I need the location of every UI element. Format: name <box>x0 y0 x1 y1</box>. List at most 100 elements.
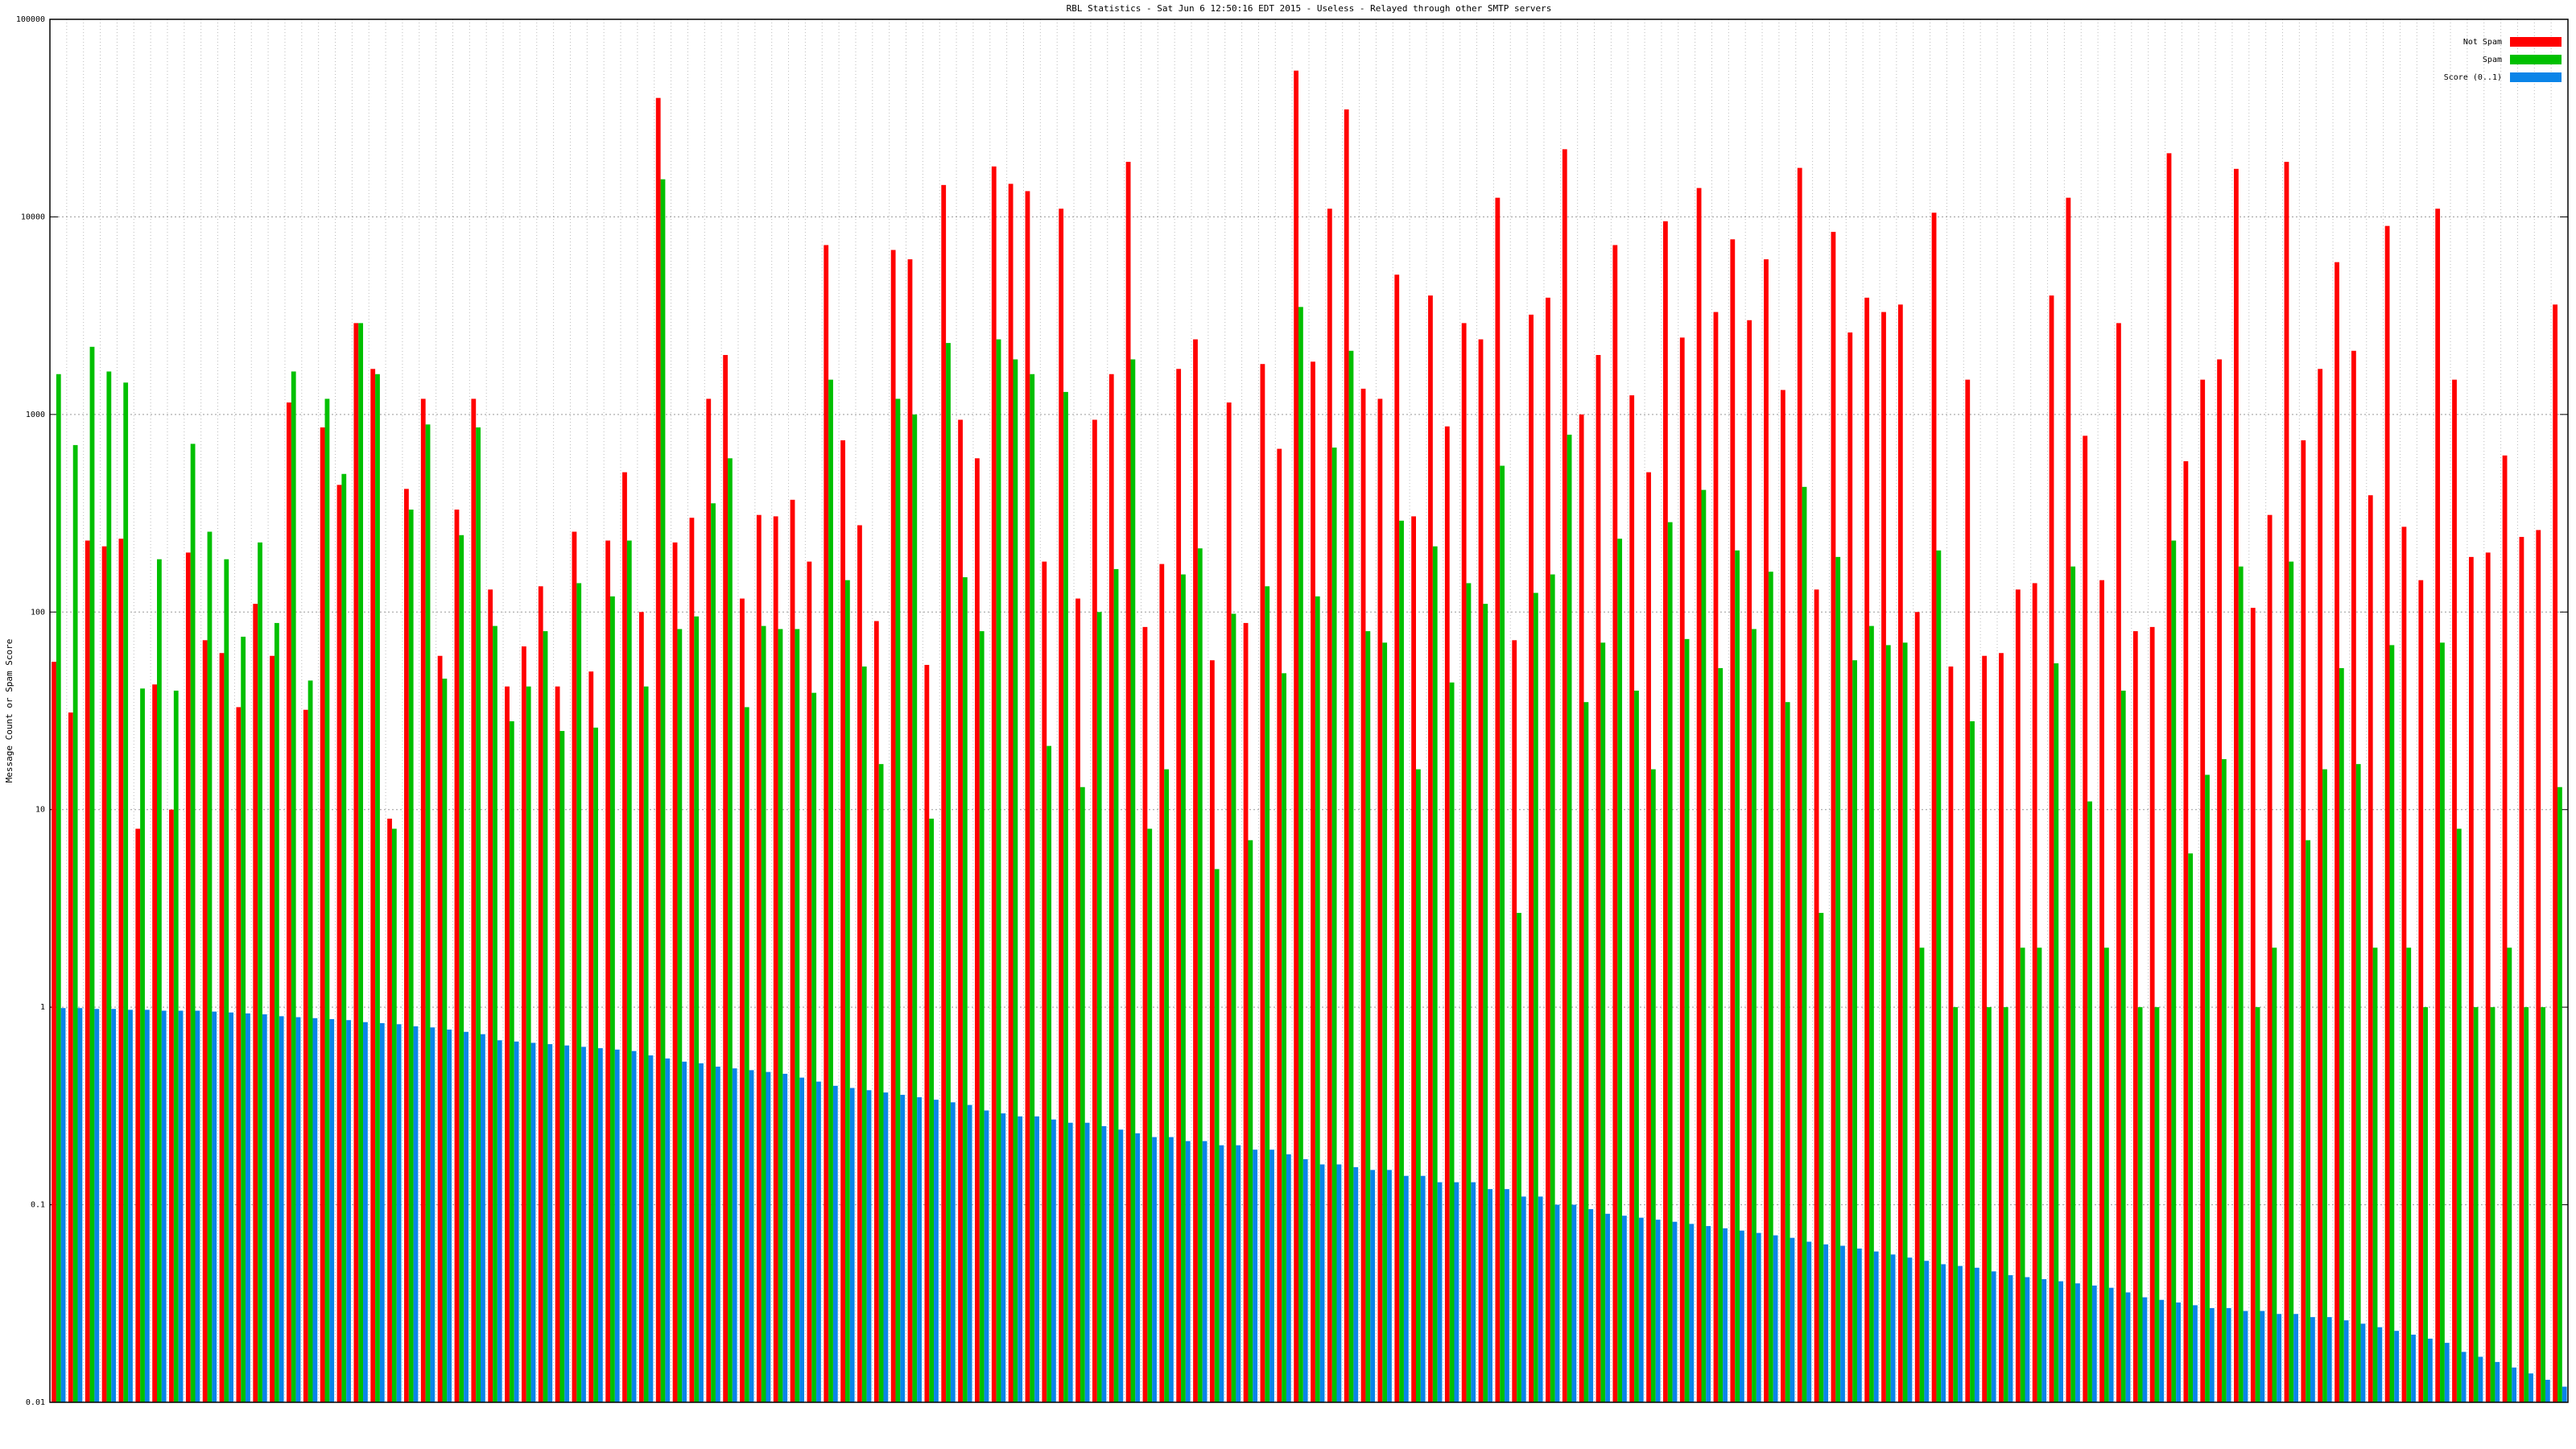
bar <box>1735 550 1740 1402</box>
bar <box>1856 1249 1862 1402</box>
bar <box>60 1008 66 1402</box>
bar <box>2217 359 2222 1402</box>
bar <box>2351 350 2356 1402</box>
bar <box>1605 1213 1610 1402</box>
bar <box>1881 312 1886 1402</box>
bar <box>1650 769 1656 1402</box>
bar <box>711 503 716 1403</box>
bar <box>996 339 1001 1402</box>
bar <box>1638 1217 1644 1402</box>
bar <box>173 690 179 1402</box>
bar <box>1617 539 1623 1402</box>
bar <box>1331 447 1337 1402</box>
bar <box>454 510 460 1402</box>
bar <box>1365 631 1371 1402</box>
bar <box>1991 1271 1996 1402</box>
bar <box>614 1049 620 1402</box>
bar <box>2154 1007 2160 1402</box>
bar <box>1596 354 1601 1402</box>
bar <box>564 1045 570 1402</box>
bar <box>1814 589 1819 1402</box>
bar <box>2075 1283 2080 1402</box>
bar <box>844 580 850 1402</box>
bar <box>929 818 935 1402</box>
bar <box>581 1046 586 1402</box>
bar <box>795 629 800 1402</box>
y-tick-label: 100 <box>31 608 45 617</box>
bar <box>212 1011 217 1402</box>
bar <box>190 444 196 1403</box>
bar <box>2411 1334 2416 1402</box>
bar <box>128 1009 133 1402</box>
bar <box>2423 1007 2428 1402</box>
bar <box>1667 522 1673 1402</box>
bar <box>1958 1265 1963 1402</box>
bar <box>1092 419 1097 1402</box>
bar <box>1629 395 1635 1403</box>
bar <box>396 1024 402 1402</box>
bar <box>1096 612 1102 1402</box>
bar <box>572 531 577 1402</box>
bar <box>895 398 901 1402</box>
bar <box>2394 1331 2400 1402</box>
bar <box>370 369 376 1403</box>
bar <box>677 629 683 1402</box>
bar <box>1226 402 1232 1402</box>
bar <box>241 636 246 1402</box>
bar <box>1084 1122 1090 1402</box>
bar <box>728 458 733 1402</box>
bar <box>2171 540 2177 1403</box>
bar <box>2183 460 2189 1402</box>
bar <box>514 1041 519 1402</box>
bar <box>723 354 729 1402</box>
bar <box>682 1061 687 1402</box>
bar <box>1420 1175 1426 1402</box>
bar <box>840 440 845 1402</box>
bar <box>1600 642 1606 1402</box>
bar <box>437 655 443 1402</box>
bar <box>744 707 749 1402</box>
bar <box>2025 1277 2030 1402</box>
bar <box>749 1070 754 1402</box>
bar <box>1646 472 1651 1403</box>
bar <box>2099 580 2104 1402</box>
bar <box>1108 374 1114 1402</box>
bar <box>408 510 414 1402</box>
y-tick-label: 10 <box>35 806 45 815</box>
bar <box>329 1018 335 1402</box>
bar <box>665 1058 671 1402</box>
bar <box>1067 1122 1073 1402</box>
bar <box>202 640 208 1402</box>
bar <box>1970 720 1975 1402</box>
bar <box>924 664 930 1402</box>
bar <box>790 499 795 1402</box>
bar <box>2306 840 2311 1402</box>
bar <box>1197 548 1203 1403</box>
bar <box>1018 1116 1023 1402</box>
bar <box>2529 1373 2533 1402</box>
bar <box>1890 1254 1896 1402</box>
bar <box>1377 398 1383 1402</box>
bar <box>1512 640 1517 1402</box>
bar <box>2339 667 2344 1402</box>
legend-label: Spam <box>2483 56 2502 64</box>
bar <box>1785 702 1790 1402</box>
bar <box>979 631 985 1402</box>
bar <box>2372 947 2378 1402</box>
bar <box>555 686 560 1402</box>
bar <box>782 1073 788 1402</box>
bar <box>543 631 548 1402</box>
bar <box>1302 1159 1308 1402</box>
bar <box>538 586 543 1402</box>
y-tick-label: 1 <box>40 1003 45 1012</box>
bar <box>135 828 141 1402</box>
bar <box>358 323 364 1402</box>
bar <box>258 542 262 1402</box>
bar <box>1454 1182 1459 1402</box>
bar <box>2209 1307 2215 1402</box>
bar <box>1718 667 1724 1402</box>
bar <box>1987 1007 1992 1402</box>
bar <box>2142 1297 2148 1402</box>
bar <box>2435 208 2441 1402</box>
bar <box>1399 520 1404 1402</box>
